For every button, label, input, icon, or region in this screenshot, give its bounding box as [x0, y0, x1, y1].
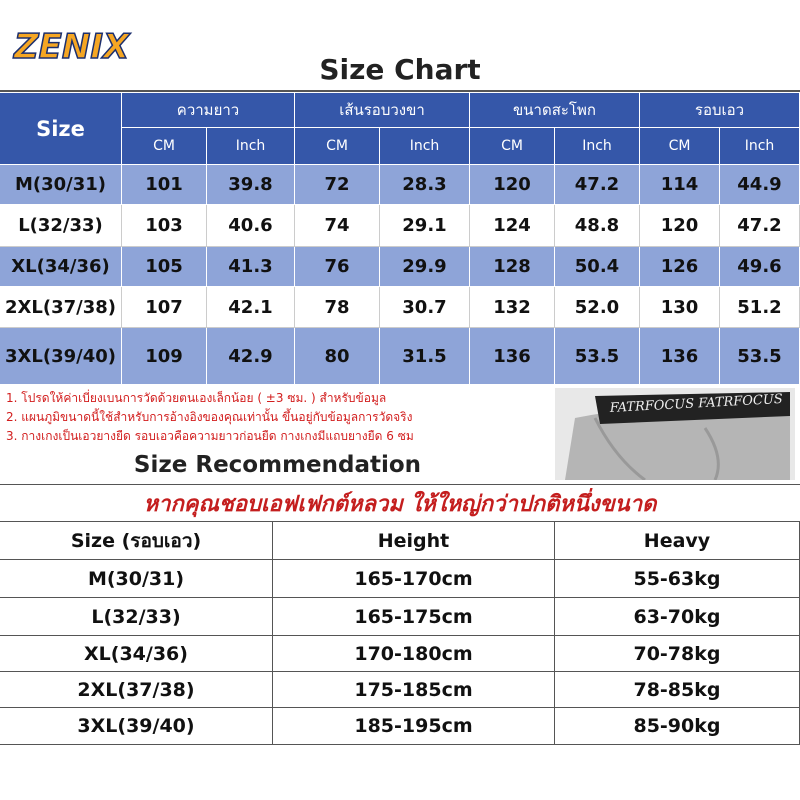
size-header: Size [0, 93, 122, 165]
cell: 120 [470, 165, 555, 205]
rec-cell: M(30/31) [0, 560, 273, 598]
rec-cell: L(32/33) [0, 598, 273, 636]
cell: 48.8 [555, 205, 640, 247]
rec-cell: 63-70kg [555, 598, 800, 636]
recommendation-note: หากคุณชอบเอฟเฟกต์หลวม ให้ใหญ่กว่าปกติหนึ… [0, 484, 800, 522]
cell: 74 [295, 205, 380, 247]
group-header: ขนาดสะโพก [470, 93, 640, 128]
cell: 28.3 [380, 165, 470, 205]
cell: 39.8 [207, 165, 295, 205]
rec-cell: 170-180cm [273, 636, 555, 672]
logo: ZENIX [13, 26, 130, 68]
cell: 109 [122, 328, 207, 385]
cell: 50.4 [555, 247, 640, 287]
cell: 105 [122, 247, 207, 287]
rec-header: Heavy [555, 522, 800, 560]
cell: 53.5 [555, 328, 640, 385]
unit-header: Inch [720, 128, 800, 165]
cell: 29.1 [380, 205, 470, 247]
unit-header: Inch [207, 128, 295, 165]
note: 3. กางเกงเป็นเอวยางยืด รอบเอวคือความยาวก… [6, 429, 414, 443]
rec-cell: XL(34/36) [0, 636, 273, 672]
unit-header: CM [470, 128, 555, 165]
cell: 107 [122, 287, 207, 328]
size-cell: XL(34/36) [0, 247, 122, 287]
group-header: รอบเอว [640, 93, 800, 128]
rec-cell: 85-90kg [555, 708, 800, 745]
rec-cell: 165-170cm [273, 560, 555, 598]
rec-header: Size (รอบเอว) [0, 522, 273, 560]
cell: 42.1 [207, 287, 295, 328]
rec-cell: 78-85kg [555, 672, 800, 708]
cell: 101 [122, 165, 207, 205]
cell: 51.2 [720, 287, 800, 328]
size-cell: L(32/33) [0, 205, 122, 247]
cell: 42.9 [207, 328, 295, 385]
cell: 128 [470, 247, 555, 287]
cell: 78 [295, 287, 380, 328]
rec-header: Height [273, 522, 555, 560]
cell: 120 [640, 205, 720, 247]
note: 1. โปรดให้ค่าเบี่ยงเบนการวัดด้วยตนเองเล็… [6, 391, 387, 405]
unit-header: CM [640, 128, 720, 165]
group-header: เส้นรอบวงขา [295, 93, 470, 128]
cell: 76 [295, 247, 380, 287]
cell: 29.9 [380, 247, 470, 287]
pants-photo: FATRFOCUS FATRFOCUS [555, 388, 795, 480]
cell: 132 [470, 287, 555, 328]
rec-cell: 165-175cm [273, 598, 555, 636]
rec-cell: 2XL(37/38) [0, 672, 273, 708]
cell: 124 [470, 205, 555, 247]
cell: 114 [640, 165, 720, 205]
cell: 136 [640, 328, 720, 385]
rec-cell: 3XL(39/40) [0, 708, 273, 745]
title: Size Chart [0, 48, 800, 92]
rec-cell: 55-63kg [555, 560, 800, 598]
cell: 41.3 [207, 247, 295, 287]
size-cell: 3XL(39/40) [0, 328, 122, 385]
cell: 136 [470, 328, 555, 385]
cell: 47.2 [720, 205, 800, 247]
size-cell: 2XL(37/38) [0, 287, 122, 328]
cell: 30.7 [380, 287, 470, 328]
unit-header: Inch [555, 128, 640, 165]
rec-cell: 185-195cm [273, 708, 555, 745]
cell: 52.0 [555, 287, 640, 328]
cell: 47.2 [555, 165, 640, 205]
cell: 80 [295, 328, 380, 385]
size-cell: M(30/31) [0, 165, 122, 205]
note: 2. แผนภูมิขนาดนี้ใช้สำหรับการอ้างอิงของค… [6, 410, 413, 424]
cell: 72 [295, 165, 380, 205]
cell: 31.5 [380, 328, 470, 385]
cell: 53.5 [720, 328, 800, 385]
group-header: ความยาว [122, 93, 295, 128]
cell: 40.6 [207, 205, 295, 247]
rec-cell: 175-185cm [273, 672, 555, 708]
cell: 126 [640, 247, 720, 287]
cell: 130 [640, 287, 720, 328]
unit-header: CM [295, 128, 380, 165]
cell: 103 [122, 205, 207, 247]
unit-header: CM [122, 128, 207, 165]
unit-header: Inch [380, 128, 470, 165]
cell: 49.6 [720, 247, 800, 287]
recommendation-title: Size Recommendation [133, 452, 422, 478]
rec-cell: 70-78kg [555, 636, 800, 672]
cell: 44.9 [720, 165, 800, 205]
